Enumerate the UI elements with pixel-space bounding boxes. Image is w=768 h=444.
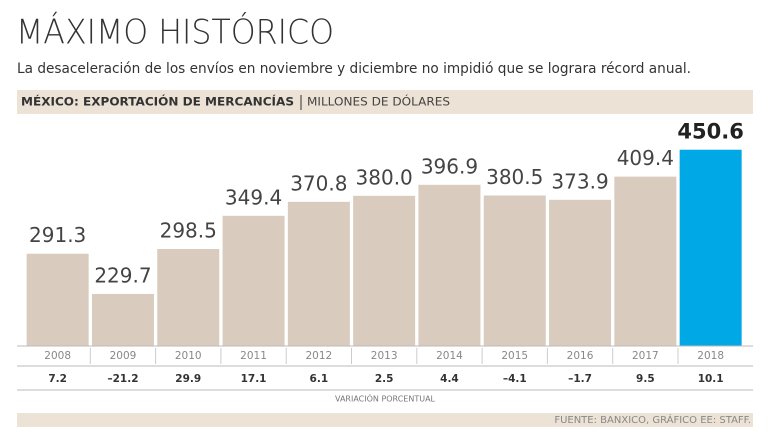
variation-value: 2.5 xyxy=(375,373,394,385)
value-label: 380.5 xyxy=(486,165,543,189)
x-tick-label: 2014 xyxy=(436,350,463,362)
footer-band xyxy=(17,413,753,427)
variation-value: 10.1 xyxy=(698,373,724,385)
variation-value: –4.1 xyxy=(503,373,527,385)
x-tick-label: 2017 xyxy=(632,350,659,362)
header: MÉXICO: EXPORTACIÓN DE MERCANCÍAS xyxy=(21,94,294,109)
value-label: 396.9 xyxy=(421,154,478,178)
source: FUENTE: BANXICO, GRÁFICO EE: STAFF. xyxy=(554,413,751,426)
variation-label: VARIACIÓN PORCENTUAL xyxy=(335,393,436,404)
bar xyxy=(26,253,89,346)
x-tick-label: 2012 xyxy=(305,350,332,362)
value-label: 349.4 xyxy=(225,185,282,209)
bar xyxy=(418,184,481,346)
bar xyxy=(157,249,220,346)
x-tick-label: 2010 xyxy=(175,350,202,362)
x-tick-label: 2011 xyxy=(240,350,267,362)
x-tick-label: 2016 xyxy=(567,350,594,362)
unit: MILLONES DE DÓLARES xyxy=(307,94,450,109)
bar xyxy=(287,201,350,346)
bar xyxy=(91,293,154,346)
value-label: 229.7 xyxy=(94,263,151,287)
value-label: 409.4 xyxy=(617,146,674,170)
value-label: 380.0 xyxy=(356,165,413,189)
bar xyxy=(679,149,742,346)
variation-value: 7.2 xyxy=(48,373,67,385)
bar xyxy=(549,199,612,346)
header-band xyxy=(17,90,753,114)
variation-value: –21.2 xyxy=(107,373,138,385)
x-tick-label: 2018 xyxy=(697,350,724,362)
x-tick-label: 2013 xyxy=(371,350,398,362)
bar xyxy=(614,176,677,346)
x-tick-label: 2009 xyxy=(110,350,137,362)
value-label: 291.3 xyxy=(29,223,86,247)
variation-value: 29.9 xyxy=(175,373,201,385)
variation-value: 6.1 xyxy=(310,373,329,385)
variation-value: 17.1 xyxy=(241,373,267,385)
x-tick-label: 2015 xyxy=(501,350,528,362)
variation-value: –1.7 xyxy=(568,373,592,385)
value-label: 370.8 xyxy=(290,171,347,195)
subtitle: La desaceleración de los envíos en novie… xyxy=(17,61,691,77)
variation-value: 4.4 xyxy=(440,373,459,385)
bar xyxy=(483,195,546,346)
value-label: 450.6 xyxy=(677,120,743,144)
value-label: 373.9 xyxy=(551,169,608,193)
chart-title: MÁXIMO HISTÓRICO xyxy=(16,12,334,53)
variation-value: 9.5 xyxy=(636,373,655,385)
bar xyxy=(353,195,416,346)
bar xyxy=(222,215,285,346)
value-label: 298.5 xyxy=(160,219,217,243)
x-tick-label: 2008 xyxy=(44,350,71,362)
